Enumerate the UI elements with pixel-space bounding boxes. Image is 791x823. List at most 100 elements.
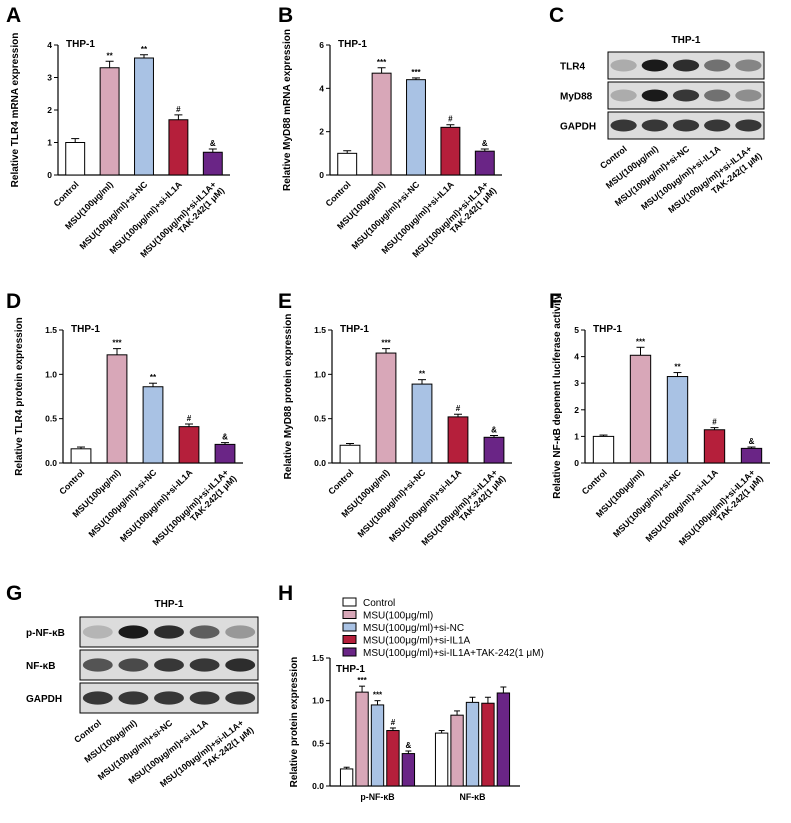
blot-g-band [154,625,184,639]
chart-e-sig-label: & [491,426,497,435]
chart-f-ytick-label: 2 [574,405,579,415]
chart-b-xcat-label: MSU(100μg/ml)+si-NC [350,179,422,251]
chart-e-title: THP-1 [340,324,369,335]
chart-f-xcat-label: MSU(100μg/ml)+si-IL1A [644,467,721,544]
chart-h-bar [450,714,464,787]
chart-d-xcat-label: MSU(100μg/ml)+si-IL1A+ [150,467,230,547]
chart-e: 0.0 0.5 1.0 1.5 Relative MyD88 protein expre… [283,314,512,547]
chart-d-ylabel: Relative TLR4 protein expression [14,317,25,475]
chart-f-bar [703,429,726,464]
chart-e-bar [375,352,397,464]
chart-d-sig-label: # [187,414,192,423]
chart-b: 0 2 4 6 Relative MyD88 mRNA expression THP-1 C… [282,29,502,259]
chart-b-bar [440,126,461,176]
chart-e-sig-label: *** [381,339,391,348]
blot-c-band [610,119,637,132]
blot-c-band [735,119,762,132]
panel-label-c: C [549,4,564,27]
blots-layer: THP-1TLR4MyD88GAPDHControlMSU(100μg/ml)M… [26,35,765,789]
chart-h-sig-label: # [391,718,396,727]
blot-c-band [610,59,637,72]
chart-d-bar [70,448,92,464]
chart-b-sig-label: # [448,115,453,124]
chart-b-ylabel: Relative MyD88 mRNA expression [282,29,293,191]
panel-label-h: H [278,582,293,605]
chart-h-bar [401,753,416,787]
blot-g-band [82,691,113,705]
chart-f-bar [666,376,689,464]
chart-b-sig-label: *** [411,68,421,77]
chart-f-ytick-label: 0 [574,458,579,468]
blot-g-band [154,691,184,705]
chart-e-bar [447,416,469,464]
chart-a-bar [65,142,86,176]
chart-a-bar [134,57,154,176]
chart-e-xcat-label: MSU(100μg/ml)+si-NC [356,467,428,539]
blot-c-band [704,89,731,102]
chart-h-ytick-label: 1.0 [312,696,324,706]
chart-h-bar [496,692,511,787]
chart-b-sig-label: & [482,139,488,148]
chart-h: 0.0 0.5 1.0 1.5 Relative protein expression T… [289,597,544,802]
chart-b-bar [371,72,392,176]
blot-g-band [189,658,220,672]
chart-f-sig-label: *** [636,337,646,346]
chart-a-bar [168,119,189,176]
blot-c-band [735,89,762,102]
chart-a-ytick-label: 4 [47,40,52,50]
chart-a-xcat-label: MSU(100μg/ml)+si-NC [78,179,150,251]
blot-g-row-label: p-NF-κB [26,628,65,639]
chart-e-bar [339,444,361,464]
chart-f: 0 1 2 3 4 5 Relative NF-κB depenent luciferase… [552,294,770,547]
chart-b-bar [474,150,495,176]
chart-d-sig-label: ** [150,373,157,382]
blot-c-band [672,119,700,132]
chart-h-group-label: p-NF-κB [360,792,394,802]
blot-c-band [610,89,637,102]
blot-g-band [189,691,220,705]
chart-b-sig-label: *** [377,58,387,67]
chart-b-xcat-label: Control [323,179,352,208]
blot-g-band [118,658,149,672]
blot-g-band [225,658,256,672]
chart-d-bar [178,426,200,464]
blot-c-band [641,119,668,132]
blot-g-row-label: GAPDH [26,694,62,705]
blot-g-title: THP-1 [155,599,184,610]
chart-h-bar [434,732,449,787]
blot-c-row-label: MyD88 [560,92,593,103]
blot-c: THP-1TLR4MyD88GAPDHControlMSU(100μg/ml)M… [560,35,765,215]
chart-a-sig-label: & [210,139,216,148]
chart-d: 0.0 0.5 1.0 1.5 Relative TLR4 protein expres… [14,317,243,547]
chart-a-ylabel: Relative TLR4 mRNA expression [10,33,21,188]
panel-label-a: A [6,4,21,27]
chart-h-legend-label: MSU(100μg/ml)+si-IL1A+TAK-242(1 μM) [363,648,544,659]
blot-g-band [82,625,113,639]
chart-d-ytick-label: 1.5 [45,325,57,335]
blot-g-band [189,625,220,639]
chart-h-bar [339,768,354,787]
chart-f-sig-label: # [712,418,717,427]
blot-g: THP-1p-NF-κBNF-κBGAPDHControlMSU(100μg/m… [26,599,259,789]
chart-d-xcat-label: MSU(100μg/ml)+si-NC [87,467,159,539]
chart-d-ytick-label: 1.0 [45,369,57,379]
chart-h-ylabel: Relative protein expression [289,657,300,788]
chart-h-legend-swatch [342,647,357,657]
chart-d-sig-label: *** [112,339,122,348]
chart-e-ytick-label: 1.5 [314,325,326,335]
chart-h-bar [465,701,480,787]
chart-b-ytick-label: 6 [319,40,324,50]
chart-h-legend-swatch [342,635,357,644]
chart-e-bar [483,436,505,464]
chart-e-ytick-label: 0.5 [314,414,326,424]
chart-f-bar [629,354,652,464]
chart-f-ytick-label: 3 [574,378,579,388]
chart-h-bar [386,730,400,787]
chart-f-sig-label: & [749,437,755,446]
chart-h-sig-label: *** [357,676,367,685]
chart-h-sig-label: & [405,741,411,750]
chart-h-bar [355,691,369,787]
chart-d-ytick-label: 0.5 [45,414,57,424]
blot-g-band [225,625,256,639]
